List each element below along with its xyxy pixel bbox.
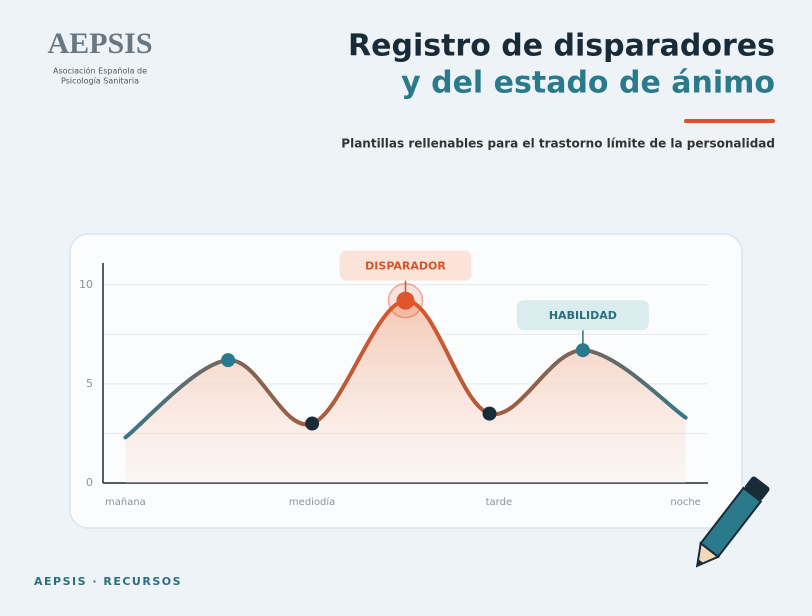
- pencil-icon: [695, 476, 770, 568]
- point: [396, 291, 415, 310]
- subtitle: Plantillas rellenables para el trastorno…: [341, 137, 775, 151]
- title: y del estado de ánimo: [401, 66, 775, 101]
- logo-caption: Asociación Española de: [53, 66, 147, 76]
- x-tick-label: mañana: [105, 497, 146, 508]
- annotation-box: [339, 250, 472, 281]
- logo: AEPSIS: [47, 27, 152, 60]
- x-tick-label: noche: [670, 497, 700, 508]
- x-tick-label: tarde: [486, 497, 512, 508]
- point: [482, 406, 497, 421]
- annotation-label: HABILIDAD: [549, 309, 617, 322]
- annotation-label: DISPARADOR: [365, 260, 446, 273]
- y-tick-label: 10: [79, 278, 93, 291]
- point: [575, 343, 590, 358]
- x-tick-label: mediodía: [289, 496, 335, 508]
- title: Registro de disparadores: [348, 29, 775, 64]
- point: [221, 353, 236, 368]
- point: [305, 416, 320, 431]
- y-tick-label: 0: [86, 476, 93, 489]
- area: [125, 300, 686, 483]
- footer: AEPSIS · RECURSOS: [34, 575, 182, 588]
- plot: 0 5 10 mañana mediodía tarde noche DISPARADOR HA…: [79, 250, 708, 508]
- y-tick-label: 5: [86, 377, 93, 390]
- annotation-box: [516, 300, 649, 331]
- logo-caption: Psicología Sanitaria: [61, 77, 139, 86]
- accent-bar: [684, 119, 775, 123]
